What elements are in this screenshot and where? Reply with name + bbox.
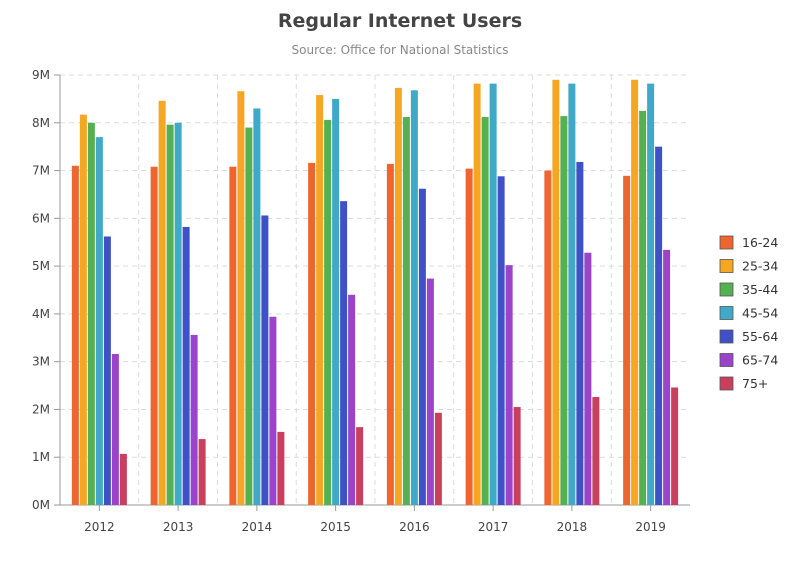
bar[interactable] (639, 110, 647, 505)
legend-swatch[interactable] (719, 259, 734, 273)
bar[interactable] (410, 90, 418, 506)
bar[interactable] (544, 170, 552, 506)
bar[interactable] (434, 412, 442, 505)
legend-swatch[interactable] (719, 306, 734, 320)
bar[interactable] (473, 83, 481, 505)
bar[interactable] (497, 176, 505, 506)
x-tick-label: 2019 (635, 520, 666, 534)
bar[interactable] (229, 166, 237, 505)
bar[interactable] (348, 294, 356, 505)
bar[interactable] (513, 407, 521, 505)
bar[interactable] (277, 431, 285, 505)
bar[interactable] (190, 334, 198, 505)
bar[interactable] (261, 215, 269, 505)
y-tick-label: 5M (32, 259, 50, 273)
bar[interactable] (158, 100, 166, 506)
x-tick-label: 2012 (84, 520, 115, 534)
bar[interactable] (402, 117, 410, 506)
bar[interactable] (489, 83, 497, 505)
bar[interactable] (253, 108, 261, 505)
y-tick-label: 6M (32, 211, 50, 225)
bar[interactable] (481, 117, 489, 506)
bar[interactable] (568, 83, 576, 505)
bar[interactable] (174, 122, 182, 506)
bar[interactable] (631, 79, 639, 506)
bar[interactable] (560, 116, 568, 505)
bar[interactable] (71, 165, 79, 505)
x-tick-label: 2016 (399, 520, 430, 534)
y-tick-label: 3M (32, 355, 50, 369)
x-tick-label: 2017 (478, 520, 509, 534)
legend-label[interactable]: 35-44 (742, 282, 778, 297)
y-tick-label: 7M (32, 164, 50, 178)
chart-subtitle: Source: Office for National Statistics (291, 43, 509, 57)
bar[interactable] (647, 83, 655, 505)
bar[interactable] (505, 265, 513, 505)
y-tick-label: 0M (32, 498, 50, 512)
bar[interactable] (340, 201, 348, 505)
bar[interactable] (269, 316, 277, 505)
legend-label[interactable]: 16-24 (742, 235, 778, 250)
x-tick-label: 2013 (163, 520, 194, 534)
bar[interactable] (95, 137, 103, 505)
x-tick-label: 2018 (557, 520, 588, 534)
bar[interactable] (592, 397, 600, 505)
y-tick-label: 4M (32, 307, 50, 321)
y-tick-label: 9M (32, 68, 50, 82)
bar[interactable] (465, 168, 473, 505)
bar[interactable] (198, 439, 206, 505)
bar[interactable] (103, 236, 111, 505)
chart-title: Regular Internet Users (277, 10, 523, 32)
legend-label[interactable]: 55-64 (742, 329, 778, 344)
legend-label[interactable]: 45-54 (742, 306, 778, 321)
bar[interactable] (332, 98, 340, 505)
bar[interactable] (237, 91, 245, 505)
legend-label[interactable]: 65-74 (742, 353, 778, 368)
x-tick-label: 2015 (320, 520, 351, 534)
bar[interactable] (324, 119, 332, 506)
bar[interactable] (426, 278, 434, 505)
legend-swatch[interactable] (719, 235, 734, 250)
y-tick-label: 8M (32, 116, 50, 130)
legend-label[interactable]: 75+ (742, 376, 768, 391)
x-tick-label: 2014 (242, 520, 273, 534)
bar[interactable] (655, 146, 663, 505)
bar[interactable] (150, 166, 158, 505)
bar[interactable] (119, 453, 127, 505)
bar[interactable] (386, 163, 394, 505)
bar[interactable] (111, 354, 119, 505)
bar[interactable] (584, 252, 592, 505)
y-tick-label: 1M (32, 450, 50, 464)
bar[interactable] (308, 162, 316, 505)
bar[interactable] (418, 188, 426, 505)
legend-swatch[interactable] (719, 376, 734, 391)
bar[interactable] (394, 87, 402, 506)
bar[interactable] (356, 427, 364, 505)
bar[interactable] (316, 95, 324, 506)
bar[interactable] (663, 249, 671, 505)
bar[interactable] (671, 387, 679, 505)
bar[interactable] (166, 124, 174, 505)
legend-swatch[interactable] (719, 353, 734, 367)
bar[interactable] (576, 161, 584, 505)
bar[interactable] (79, 114, 87, 506)
bar[interactable] (623, 175, 631, 506)
legend-label[interactable]: 25-34 (742, 259, 778, 274)
bar[interactable] (87, 122, 95, 506)
bar[interactable] (552, 79, 560, 506)
bar[interactable] (182, 226, 190, 505)
bar[interactable] (245, 127, 253, 506)
legend-swatch[interactable] (719, 282, 734, 297)
y-tick-label: 2M (32, 402, 50, 416)
legend-swatch[interactable] (719, 329, 734, 344)
